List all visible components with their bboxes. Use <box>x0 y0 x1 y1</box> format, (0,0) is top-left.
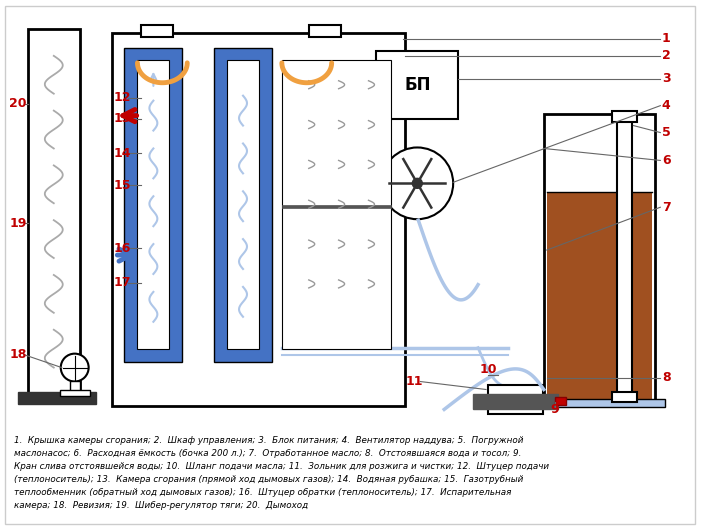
Bar <box>18 393 96 404</box>
Bar <box>473 394 557 409</box>
Text: 9: 9 <box>550 403 559 416</box>
Text: 5: 5 <box>662 126 671 139</box>
Text: 8: 8 <box>662 371 671 384</box>
Bar <box>60 391 90 396</box>
Bar <box>547 117 652 192</box>
Bar <box>28 29 79 395</box>
Bar <box>282 60 392 349</box>
Text: 4: 4 <box>662 99 671 112</box>
Bar <box>544 113 655 402</box>
Text: (теплоноситель); 13.  Камера сгорания (прямой ход дымовых газов); 14.  Водяная р: (теплоноситель); 13. Камера сгорания (пр… <box>14 475 523 484</box>
Bar <box>141 25 174 37</box>
Bar <box>377 51 458 119</box>
Bar <box>282 205 392 208</box>
Circle shape <box>60 354 89 382</box>
Bar <box>536 400 665 408</box>
Text: теплообменник (обратный ход дымовых газов); 16.  Штуцер обратки (теплоноситель);: теплообменник (обратный ход дымовых газо… <box>14 488 511 497</box>
Bar <box>112 33 406 407</box>
Text: 10: 10 <box>479 363 497 376</box>
Bar <box>612 393 638 402</box>
Text: 19: 19 <box>9 217 27 229</box>
Text: 12: 12 <box>114 91 131 104</box>
Text: 14: 14 <box>114 147 131 160</box>
Bar <box>214 48 272 361</box>
Text: 2: 2 <box>662 49 671 63</box>
Circle shape <box>413 179 423 188</box>
Bar <box>309 25 341 37</box>
Text: маслонасос; 6.  Расходная ёмкость (бочка 200 л.); 7.  Отработанное масло; 8.  От: маслонасос; 6. Расходная ёмкость (бочка … <box>14 449 522 458</box>
Bar <box>617 119 633 394</box>
Text: 20: 20 <box>9 97 27 110</box>
Text: 11: 11 <box>406 375 423 388</box>
Text: камера; 18.  Ревизия; 19.  Шибер-регулятор тяги; 20.  Дымоход: камера; 18. Ревизия; 19. Шибер-регулятор… <box>14 501 308 510</box>
Bar <box>70 381 79 394</box>
Bar <box>555 398 566 405</box>
Text: 13: 13 <box>114 112 131 125</box>
Text: 15: 15 <box>114 179 131 192</box>
Text: 7: 7 <box>662 201 671 214</box>
Text: 17: 17 <box>114 277 131 289</box>
Bar <box>612 111 638 121</box>
Bar <box>488 385 543 414</box>
Text: 3: 3 <box>662 72 671 85</box>
Bar <box>547 192 652 400</box>
Text: 18: 18 <box>9 348 27 361</box>
Bar <box>124 48 182 361</box>
Circle shape <box>382 147 453 219</box>
Text: БП: БП <box>404 76 430 94</box>
Text: 1.  Крышка камеры сгорания; 2.  Шкаф управления; 3.  Блок питания; 4.  Вентилято: 1. Крышка камеры сгорания; 2. Шкаф управ… <box>14 436 524 445</box>
Text: 6: 6 <box>662 154 671 167</box>
Text: 1: 1 <box>662 32 671 46</box>
Bar <box>138 60 169 349</box>
Bar <box>227 60 259 349</box>
Text: 16: 16 <box>114 242 131 254</box>
Text: Кран слива отстоявшейся воды; 10.  Шланг подачи масла; 11.  Зольник для розжига : Кран слива отстоявшейся воды; 10. Шланг … <box>14 462 549 471</box>
